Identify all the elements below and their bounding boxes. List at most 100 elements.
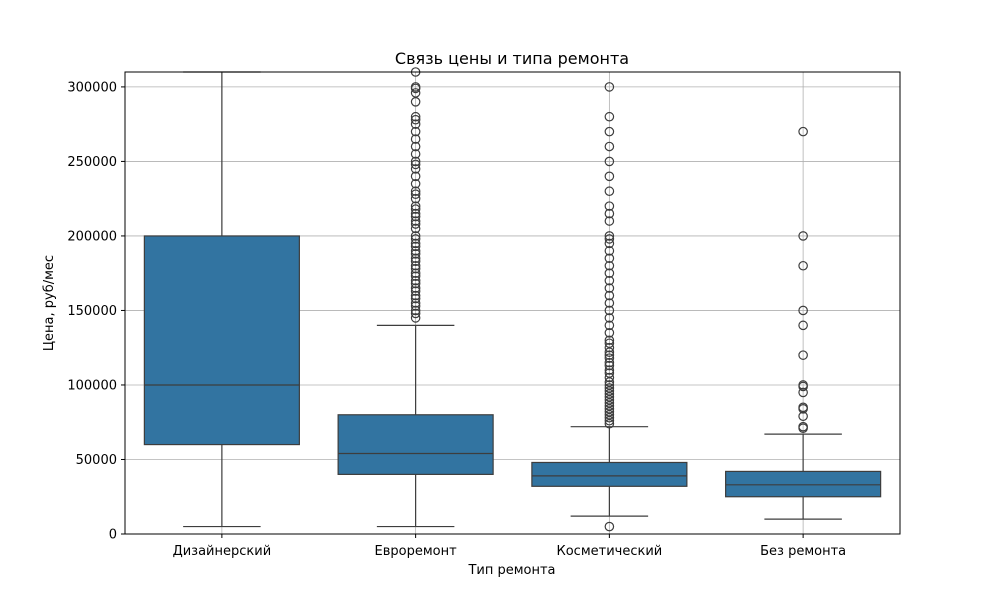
outlier-point bbox=[410, 275, 421, 286]
outlier-point bbox=[604, 111, 615, 122]
outlier-point bbox=[410, 231, 421, 241]
outlier-point bbox=[604, 275, 615, 286]
outlier-point bbox=[604, 216, 615, 226]
outlier-point bbox=[410, 268, 421, 278]
box-iqr bbox=[725, 470, 882, 498]
outlier-point bbox=[410, 134, 421, 144]
outlier-point bbox=[604, 372, 615, 383]
outlier-point bbox=[410, 82, 421, 92]
y-tick-label: 0 bbox=[109, 528, 117, 543]
outlier-point bbox=[604, 238, 615, 249]
outlier-point bbox=[410, 204, 421, 214]
outlier-point bbox=[604, 335, 615, 346]
outlier-point bbox=[604, 360, 615, 371]
outlier-point bbox=[410, 263, 421, 274]
y-tick-label: 50000 bbox=[76, 453, 117, 468]
outlier-point bbox=[410, 88, 421, 98]
outlier-point bbox=[410, 256, 421, 267]
outlier-point bbox=[604, 313, 615, 323]
y-tick-label: 300000 bbox=[67, 80, 117, 95]
outlier-point bbox=[410, 201, 421, 211]
box-iqr bbox=[531, 461, 688, 487]
y-tick-label: 200000 bbox=[67, 229, 117, 244]
outlier-point bbox=[410, 126, 421, 137]
outlier-point bbox=[410, 193, 421, 204]
outlier-point bbox=[798, 380, 808, 390]
outlier-point bbox=[604, 186, 615, 197]
outlier-point bbox=[410, 238, 421, 249]
y-axis: 0 50000 100000 150000 200000 250000 300000 bbox=[67, 80, 125, 543]
outlier-point bbox=[604, 171, 615, 182]
outlier-point bbox=[410, 290, 421, 301]
outlier-point bbox=[410, 293, 421, 304]
outlier-point bbox=[604, 353, 615, 363]
box-group-4 bbox=[725, 126, 882, 520]
x-axis: Дизайнерский Евроремонт Косметический Без р… bbox=[173, 534, 846, 559]
outlier-point bbox=[604, 290, 615, 301]
outlier-point bbox=[410, 253, 421, 264]
outlier-point bbox=[604, 342, 615, 353]
outlier-point bbox=[604, 253, 615, 264]
box-group-1 bbox=[143, 71, 300, 528]
outlier-point bbox=[604, 365, 615, 375]
outlier-point bbox=[410, 219, 421, 229]
outlier-point bbox=[410, 159, 421, 170]
x-tick-label: Дизайнерский bbox=[173, 544, 272, 559]
outlier-point bbox=[604, 156, 615, 167]
outlier-point bbox=[410, 260, 421, 271]
box-group-2 bbox=[337, 67, 494, 528]
outlier-point bbox=[604, 357, 615, 368]
outlier-point bbox=[410, 301, 421, 311]
outlier-point bbox=[410, 305, 421, 316]
outlier-point bbox=[604, 283, 615, 293]
outlier-point bbox=[604, 383, 615, 393]
outlier-point bbox=[798, 231, 808, 241]
outlier-point bbox=[604, 260, 615, 271]
outlier-point bbox=[798, 305, 808, 316]
chart-title: Связь цены и типа ремонта bbox=[395, 49, 629, 68]
outlier-point bbox=[604, 320, 615, 331]
outlier-point bbox=[798, 402, 808, 413]
outlier-point bbox=[604, 298, 615, 308]
outlier-point bbox=[410, 178, 421, 189]
outlier-point bbox=[410, 149, 421, 159]
outlier-point bbox=[410, 216, 421, 226]
outlier-point bbox=[604, 234, 615, 244]
x-axis-label: Тип ремонта bbox=[467, 563, 555, 578]
outlier-point bbox=[798, 421, 808, 432]
outlier-point bbox=[604, 126, 615, 137]
outlier-point bbox=[604, 305, 615, 316]
outlier-point bbox=[604, 82, 615, 92]
outlier-point bbox=[410, 313, 421, 323]
outlier-point bbox=[604, 208, 615, 219]
outlier-point bbox=[798, 387, 808, 398]
outlier-point bbox=[410, 249, 421, 259]
outlier-point bbox=[410, 223, 421, 234]
outlier-point bbox=[604, 350, 615, 360]
outlier-point bbox=[604, 268, 615, 278]
outlier-point bbox=[604, 328, 615, 338]
boxes-layer bbox=[143, 67, 882, 532]
y-tick-label: 150000 bbox=[67, 304, 117, 319]
outlier-point bbox=[410, 164, 421, 174]
outlier-point bbox=[604, 246, 615, 256]
outlier-point bbox=[410, 211, 421, 222]
outlier-point bbox=[604, 380, 615, 390]
outlier-point bbox=[410, 114, 421, 125]
outlier-point bbox=[798, 320, 808, 331]
box-iqr bbox=[337, 414, 494, 475]
outlier-point bbox=[798, 350, 808, 360]
outlier-point bbox=[410, 308, 421, 319]
outlier-point bbox=[410, 186, 421, 197]
outlier-point bbox=[798, 260, 808, 271]
box-group-3 bbox=[531, 82, 688, 532]
outlier-point bbox=[410, 171, 421, 182]
outlier-point bbox=[604, 521, 615, 532]
outlier-point bbox=[410, 246, 421, 256]
outlier-point bbox=[410, 278, 421, 289]
outlier-point bbox=[798, 126, 808, 137]
outlier-point bbox=[410, 234, 421, 244]
outlier-point bbox=[604, 201, 615, 211]
outlier-point bbox=[410, 208, 421, 219]
